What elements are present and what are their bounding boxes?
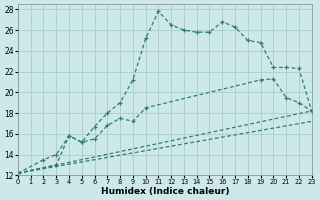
X-axis label: Humidex (Indice chaleur): Humidex (Indice chaleur) [100, 187, 229, 196]
